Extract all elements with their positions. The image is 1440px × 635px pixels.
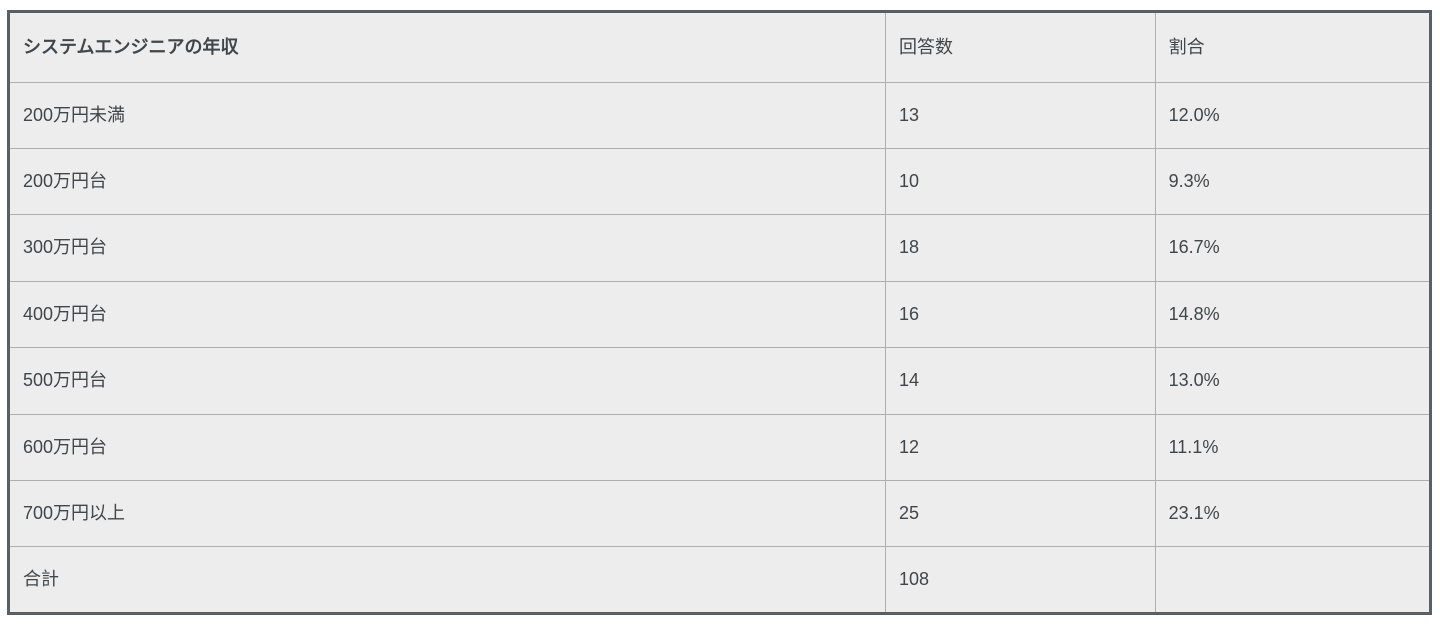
table-row: 200万円台 10 9.3% xyxy=(10,147,1429,216)
cell-percent: 9.3% xyxy=(1154,147,1429,216)
salary-survey-table: システムエンジニアの年収 回答数 割合 200万円未満 13 12.0% 200… xyxy=(10,13,1429,612)
cell-category: 200万円台 xyxy=(10,147,887,216)
cell-percent: 13.0% xyxy=(1154,347,1429,415)
cell-count: 13 xyxy=(885,81,1156,149)
cell-category: 400万円台 xyxy=(10,280,887,349)
cell-percent: 11.1% xyxy=(1154,413,1429,481)
cell-percent: 12.0% xyxy=(1154,81,1429,149)
table-row-total: 合計 108 xyxy=(10,546,1429,612)
header-row: システムエンジニアの年収 回答数 割合 xyxy=(10,13,1429,83)
cell-percent: 14.8% xyxy=(1154,280,1429,349)
cell-count: 18 xyxy=(885,214,1156,282)
cell-count: 25 xyxy=(885,479,1156,548)
table-row: 200万円未満 13 12.0% xyxy=(10,81,1429,149)
cell-category: 600万円台 xyxy=(10,413,887,481)
table-row: 700万円以上 25 23.1% xyxy=(10,479,1429,548)
cell-total-label: 合計 xyxy=(10,546,887,612)
table-header: システムエンジニアの年収 回答数 割合 xyxy=(10,13,1429,83)
cell-total-count: 108 xyxy=(885,546,1156,612)
table-row: 300万円台 18 16.7% xyxy=(10,214,1429,282)
header-cell-percentage: 割合 xyxy=(1154,13,1429,83)
header-cell-salary-category: システムエンジニアの年収 xyxy=(10,13,887,83)
cell-percent: 23.1% xyxy=(1154,479,1429,548)
table-row: 600万円台 12 11.1% xyxy=(10,413,1429,481)
table-row: 400万円台 16 14.8% xyxy=(10,280,1429,349)
cell-category: 300万円台 xyxy=(10,214,887,282)
table-row: 500万円台 14 13.0% xyxy=(10,347,1429,415)
cell-category: 700万円以上 xyxy=(10,479,887,548)
cell-count: 14 xyxy=(885,347,1156,415)
salary-survey-table-container: システムエンジニアの年収 回答数 割合 200万円未満 13 12.0% 200… xyxy=(7,10,1432,615)
cell-count: 10 xyxy=(885,147,1156,216)
header-cell-response-count: 回答数 xyxy=(885,13,1156,83)
cell-total-percent xyxy=(1154,546,1429,612)
table-body: 200万円未満 13 12.0% 200万円台 10 9.3% 300万円台 1… xyxy=(10,81,1429,612)
cell-count: 16 xyxy=(885,280,1156,349)
cell-percent: 16.7% xyxy=(1154,214,1429,282)
cell-count: 12 xyxy=(885,413,1156,481)
cell-category: 500万円台 xyxy=(10,347,887,415)
cell-category: 200万円未満 xyxy=(10,81,887,149)
